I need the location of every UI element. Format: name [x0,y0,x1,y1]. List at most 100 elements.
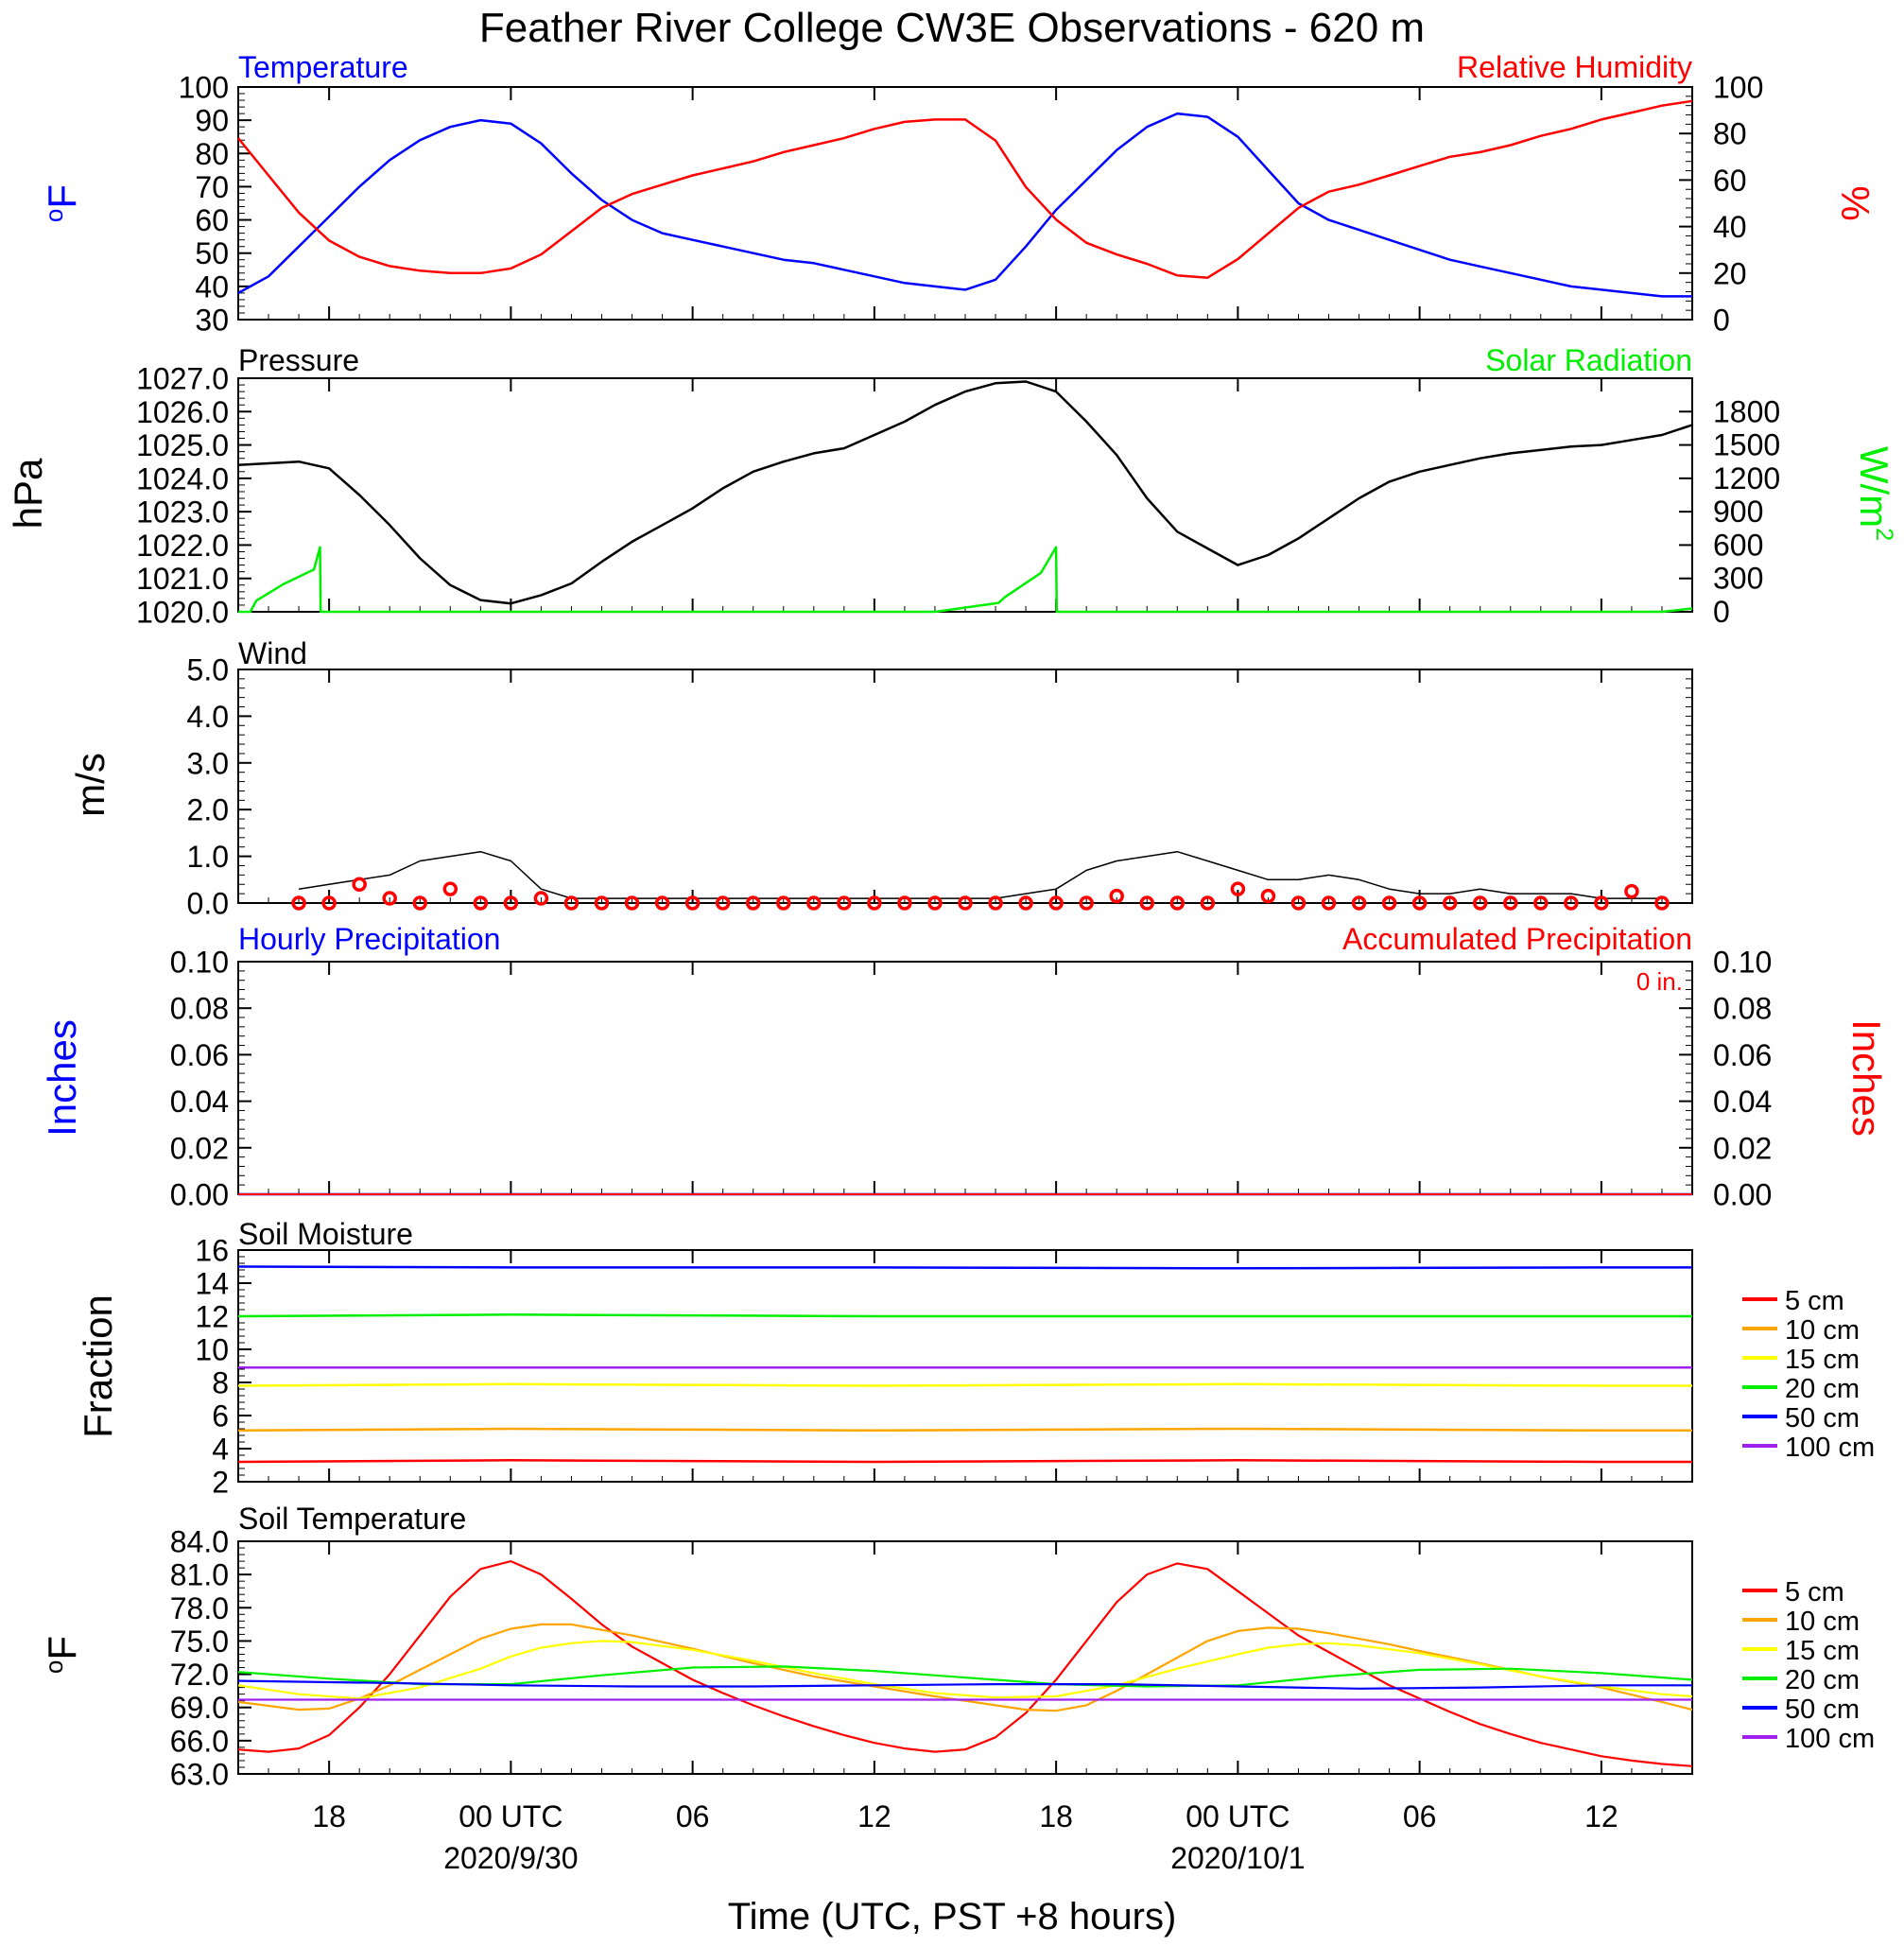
wind-panel-y-tick-label: 0.0 [187,887,229,921]
soil-temp-y-axis-title: oF [40,1636,84,1674]
wind-panel-y-tick-label: 1.0 [187,840,229,874]
solar-y-tick-label: 300 [1713,562,1763,596]
wind-marker [1411,895,1428,911]
soil-temp-panel-y-tick-label: 81.0 [170,1558,229,1592]
precip-panel-y-tick-label: 0.02 [1713,1131,1772,1165]
x-tick-label: 12 [857,1799,891,1833]
accumulated-precip-y-axis-title: Inches [1844,1019,1889,1137]
x-date-label: 2020/10/1 [1170,1841,1305,1875]
soil-moisture-line [237,1427,1692,1433]
soil-temp-legend-label: 20 cm [1785,1665,1860,1695]
wind-marker [654,895,670,911]
wind-panel-y-tick-label: 3.0 [187,746,229,780]
wind-marker [867,895,882,911]
wind-marker [1290,895,1307,911]
soil-moisture-legend-label: 100 cm [1785,1433,1875,1463]
soil-moisture-legend-label: 50 cm [1785,1403,1860,1433]
pressure-panel-y-tick-label: 1021.0 [136,562,229,596]
soil-temp-panel-title: Soil Temperature [238,1502,466,1536]
wind-marker [1139,895,1154,911]
soil-moisture-y-axis-title: Fraction [76,1294,120,1438]
wind-marker [958,895,973,911]
soil-moisture-panel-y-tick-label: 16 [195,1234,229,1268]
solar-y-axis-title: W/m2 [1852,446,1897,541]
wind-marker [1169,895,1186,911]
wind-marker [1351,895,1367,911]
pressure-panel-y-tick-label: 1023.0 [136,495,229,530]
soil-moisture-panel-y-tick-label: 2 [212,1466,229,1500]
soil-temp-y-axis-title-text: oF [40,1636,84,1674]
temp-panel-y-tick-label: 30 [195,304,229,338]
wind-marker [1200,895,1216,911]
soil-moisture-panel-y-tick-label: 12 [195,1300,229,1334]
wind-marker [624,895,640,911]
pressure-y-axis-title: hPa [6,458,50,529]
precip-panel-y-tick-label: 0.06 [1713,1038,1772,1072]
soil-temp-line [237,1640,1693,1700]
soil-moisture-y-axis-title-text: Fraction [76,1294,120,1438]
accumulated-precip-panel-title: Accumulated Precipitation [1342,922,1692,956]
wind-panel-y-tick-label: 5.0 [187,653,229,687]
humidity-panel-title: Relative Humidity [1457,50,1692,84]
precip-panel-y-tick-label: 0.04 [1713,1085,1772,1119]
hourly-precip-y-axis-title-text: Inches [40,1019,84,1137]
wind-panel-frame [237,669,1693,904]
solar-y-axis-title-text: W/m2 [1852,446,1897,541]
soil-temp-panel-y-tick-label: 78.0 [170,1591,229,1625]
soil-temp-panel-y-tick-label: 66.0 [170,1724,229,1758]
temp-panel-title: Temperature [238,50,408,84]
soil-moisture-legend-label: 20 cm [1785,1374,1860,1404]
precip-panel-y-tick-label: 0.08 [1713,992,1772,1026]
wind-y-axis-title: m/s [68,753,113,817]
temp-panel-frame [237,86,1693,321]
solar-y-tick-label: 1200 [1713,461,1780,495]
temp-panel-y-tick-label: 50 [195,236,229,270]
soil-temp-legend-label: 50 cm [1785,1694,1860,1725]
wind-marker [382,891,397,906]
wind-marker [321,895,337,911]
pressure-panel-frame [237,377,1693,613]
wind-marker [1018,895,1033,911]
humidity-y-axis-title: % [1833,185,1878,220]
soil-moisture-panel-y-tick-label: 4 [212,1433,229,1467]
wind-marker [1321,895,1337,911]
wind-marker [776,895,791,911]
hourly-precip-y-axis-title: Inches [40,1019,84,1137]
wind-marker [1503,895,1518,911]
wind-marker [1048,895,1064,911]
soil-temp-line [237,1559,1693,1767]
wind-marker [806,895,822,911]
wind-marker [291,895,306,911]
soil-temp-line [237,1679,1692,1690]
soil-moisture-panel-y-tick-label: 6 [212,1399,229,1433]
wind-marker [1564,895,1579,911]
precip-panel-y-tick-label: 0.06 [170,1038,229,1072]
soil-moisture-panel-y-tick-label: 8 [212,1366,229,1400]
precip-panel-y-tick-label: 0.02 [170,1131,229,1165]
wind-panel-title: Wind [238,636,307,670]
wind-marker [1594,895,1609,911]
wind-marker [684,895,701,911]
accumulated-precip-y-axis-title-text: Inches [1844,1019,1889,1137]
soil-moisture-line [237,1459,1692,1464]
wind-marker [412,895,427,911]
wind-marker [1260,888,1276,904]
soil-temp-panel-y-tick-label: 69.0 [170,1691,229,1725]
humidity-line [237,99,1693,279]
wind-marker [988,895,1003,911]
temp-panel-y-tick-label: 40 [195,269,229,304]
precip-panel-y-tick-label: 0.10 [1713,946,1772,980]
soil-moisture-panel-title: Soil Moisture [238,1217,413,1251]
solar-radiation-line [238,546,1693,614]
wind-marker [352,877,367,892]
x-date-label: 2020/9/30 [443,1841,578,1875]
soil-temp-panel-y-tick-label: 72.0 [170,1658,229,1692]
precip-panel-y-tick-label: 0.08 [170,992,229,1026]
solar-panel-title: Solar Radiation [1485,343,1692,377]
solar-y-tick-label: 1800 [1713,394,1780,428]
soil-moisture-line [237,1382,1692,1387]
soil-moisture-legend-label: 10 cm [1785,1315,1860,1346]
pressure-panel-y-tick-label: 1022.0 [136,529,229,563]
solar-y-tick-label: 0 [1713,595,1730,629]
x-tick-label: 00 UTC [1186,1799,1290,1833]
